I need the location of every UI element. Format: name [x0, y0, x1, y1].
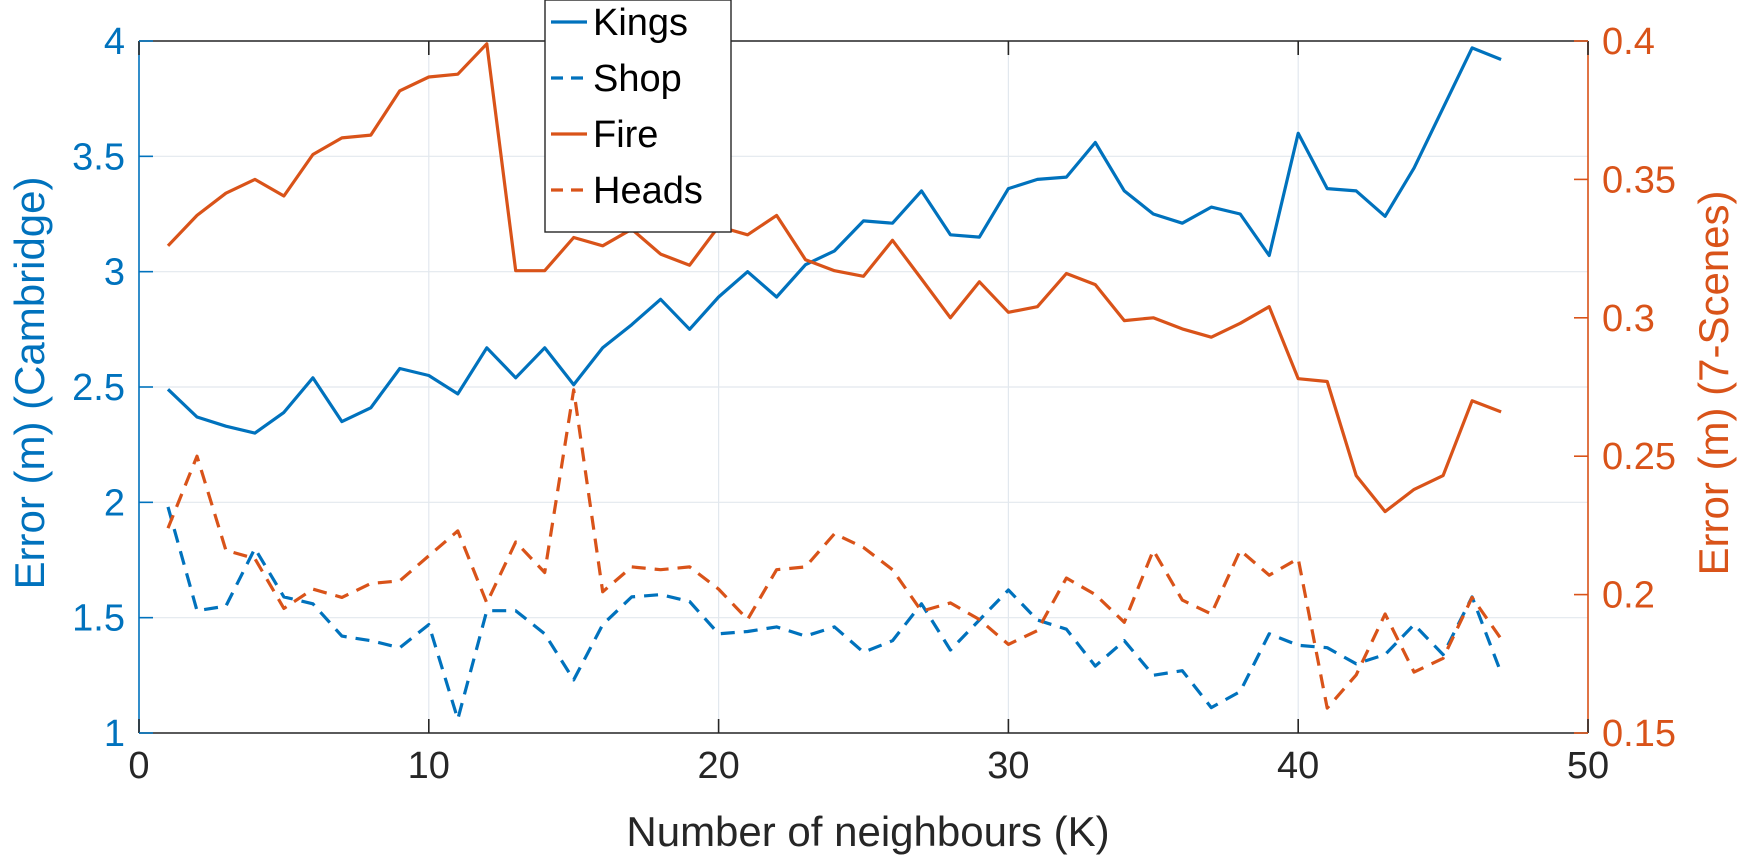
right-y-tick-label-3: 0.3	[1602, 298, 1655, 340]
x-tick-label-2: 20	[697, 745, 739, 787]
series-layer	[166, 42, 1503, 721]
series-line-heads	[166, 388, 1503, 710]
x-tick-label-1: 10	[408, 745, 450, 787]
left-y-tick-label-1: 1.5	[72, 598, 125, 640]
right-y-tick-label-2: 0.25	[1602, 436, 1676, 478]
right-y-tick-label-4: 0.35	[1602, 159, 1676, 201]
left-y-tick-label-5: 3.5	[72, 136, 125, 178]
legend-box	[544, 0, 732, 233]
right-y-axis-title: Error (m) (7-Scenes)	[1690, 190, 1737, 575]
left-y-tick-label-0: 1	[104, 713, 125, 755]
legend-label-heads: Heads	[593, 170, 703, 212]
series-line-kings	[166, 46, 1502, 435]
right-y-tick-label-1: 0.2	[1602, 575, 1655, 617]
left-y-tick-label-4: 3	[104, 252, 125, 294]
left-y-axis-title: Error (m) (Cambridge)	[6, 176, 53, 589]
series-line-fire	[166, 42, 1502, 514]
left-y-tick-label-3: 2.5	[72, 367, 125, 409]
left-y-tick-label-6: 4	[104, 21, 125, 63]
legend-label-kings: Kings	[593, 2, 688, 44]
x-tick-label-3: 30	[987, 745, 1029, 787]
left-y-tick-label-2: 2	[104, 482, 125, 524]
legend-label-fire: Fire	[593, 114, 658, 156]
x-tick-label-0: 0	[128, 745, 149, 787]
right-y-tick-label-5: 0.4	[1602, 21, 1655, 63]
legend-label-shop: Shop	[593, 58, 682, 100]
x-tick-label-5: 50	[1567, 745, 1609, 787]
x-tick-label-4: 40	[1277, 745, 1319, 787]
tick-marks-and-labels: 0 10 20 30 40 50 1 1.5 2 2.5 3 3.5 4 0.15 0.2 0.25 0.3 0.…	[72, 21, 1676, 787]
right-y-tick-label-0: 0.15	[1602, 713, 1676, 755]
series-line-shop	[166, 506, 1503, 721]
legend: Kings Shop Fire Heads	[544, 0, 732, 233]
x-axis-title: Number of neighbours (K)	[626, 808, 1109, 855]
